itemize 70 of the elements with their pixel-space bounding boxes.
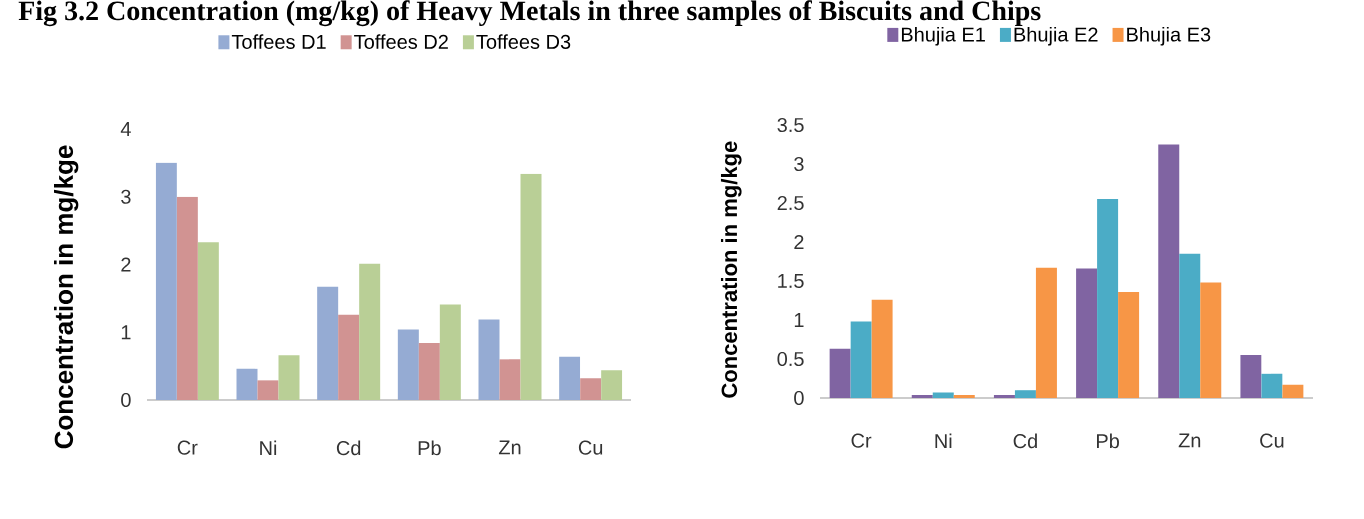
bar [155,162,177,400]
y-tick-label: 1 [794,313,804,327]
bar [317,286,339,400]
x-tick-label: Cr [177,440,198,455]
x-tick-label: Cd [336,440,361,456]
bar [1097,199,1119,398]
bar [439,304,461,400]
bar [397,329,419,400]
bar [1076,268,1098,398]
legend-label: Toffees D2 [354,34,448,49]
y-tick-label: 1 [121,325,131,340]
y-tick-label: 3 [121,189,131,204]
bar [176,196,198,400]
bar [236,368,258,400]
bar [1035,267,1057,398]
y-tick-label: 1.5 [778,274,804,288]
bar [338,314,360,400]
bar [829,348,851,398]
bar [1282,384,1304,398]
bar [197,242,219,400]
x-tick-label: Ni [935,433,952,449]
y-tick-label: 0 [121,392,131,408]
bar [850,321,872,398]
bar [478,319,500,400]
legend-label: Bhujia E3 [1127,26,1211,46]
bar [911,394,933,398]
bar [993,394,1015,398]
bar [520,173,542,400]
bar [418,343,440,400]
bar [359,263,381,400]
legend-label: Toffees D1 [231,34,326,49]
x-tick-label: Ni [260,440,277,456]
legend-label: Bhujia E1 [901,26,985,46]
bar [932,392,954,398]
x-tick-label: Cr [851,433,872,448]
y-tick-label: 3 [794,156,804,172]
bar [580,378,602,400]
bar [278,355,300,400]
bar [1240,355,1262,398]
bar [1158,144,1180,398]
x-tick-label: Zn [498,440,521,455]
bar [1200,282,1222,398]
bar [499,359,521,400]
x-tick-label: Pb [1097,433,1119,449]
y-tick-label: 2 [121,257,131,272]
x-tick-label: Cu [1260,433,1284,448]
legend-label: Toffees D3 [476,34,571,49]
bar [559,356,581,400]
x-tick-label: Cd [1013,433,1037,449]
bar [871,299,893,398]
y-tick-label: 2.5 [777,195,804,211]
y-tick-label: 0.5 [777,351,804,367]
y-tick-label: 2 [794,235,804,249]
y-tick-label: 4 [120,122,131,136]
bar [1179,253,1201,398]
y-axis-title: Concentration in mg/kge [720,141,742,398]
chart-title: Fig 3.2 Concentration (mg/kg) of Heavy Metals in three samples of Biscuits and Chips [18,0,1041,27]
legend-label: Bhujia E2 [1014,26,1098,46]
bar [953,394,975,398]
bar [257,380,279,400]
bar [1118,291,1140,398]
bar [1014,390,1036,398]
bar [1261,373,1283,398]
x-tick-label: Cu [578,440,603,455]
x-tick-label: Zn [1178,433,1201,448]
y-tick-label: 3.5 [777,117,804,133]
y-axis-title: Concentration in mg/kge [54,145,79,449]
y-tick-label: 0 [794,390,804,406]
bar [601,370,623,400]
x-tick-label: Pb [418,440,441,456]
